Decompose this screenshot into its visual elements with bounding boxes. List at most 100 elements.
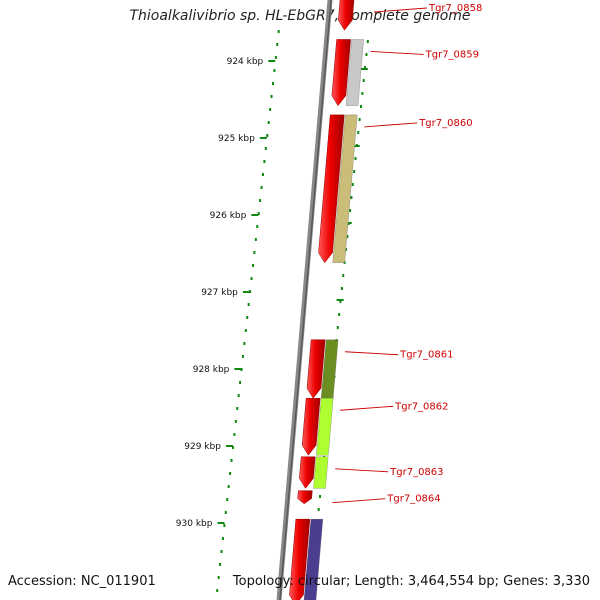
outer-dot xyxy=(362,79,365,82)
ruler-dot xyxy=(264,147,267,150)
ruler-dot xyxy=(266,134,269,137)
cog-box[interactable] xyxy=(303,519,324,600)
outer-dot xyxy=(364,66,367,69)
ruler-dot xyxy=(233,433,236,436)
outer-dot xyxy=(359,105,362,108)
ruler-dot xyxy=(230,459,233,462)
ruler-tick xyxy=(259,137,267,139)
outer-tick xyxy=(352,145,360,147)
ruler-dot xyxy=(276,43,279,46)
ruler-dot xyxy=(261,173,264,176)
ruler-tick xyxy=(268,60,276,62)
outer-dot xyxy=(350,196,353,199)
cds-arrow[interactable] xyxy=(301,398,321,456)
ruler-tick-label: 925 kbp xyxy=(218,134,255,144)
ruler-tick-label: 926 kbp xyxy=(210,211,247,221)
ruler-tick-label: 927 kbp xyxy=(201,288,238,298)
ruler-dots xyxy=(216,30,369,592)
gene-label[interactable]: Tgr7_0860 xyxy=(418,118,472,129)
outer-dot xyxy=(344,248,347,251)
ruler-dot xyxy=(223,524,226,527)
ruler-dot xyxy=(269,108,272,111)
outer-dot xyxy=(336,326,339,329)
ruler-dot xyxy=(273,69,276,72)
ruler-dot xyxy=(217,576,220,579)
gene-label[interactable]: Tgr7_0858 xyxy=(428,3,482,14)
ruler-dot xyxy=(260,186,263,189)
outer-dot xyxy=(338,313,341,316)
gene-label[interactable]: Tgr7_0862 xyxy=(394,401,448,412)
ruler-dot xyxy=(259,199,262,202)
accession-text: Accession: NC_011901 xyxy=(8,574,156,589)
ruler-dot xyxy=(234,420,237,423)
cog-box[interactable] xyxy=(332,114,358,263)
cds-track xyxy=(289,0,355,600)
label-leader-line xyxy=(373,7,428,13)
cds-arrow[interactable] xyxy=(299,456,316,489)
label-leader-line xyxy=(370,50,424,55)
cog-box[interactable] xyxy=(316,398,334,456)
outer-dot xyxy=(354,157,357,160)
cds-arrow[interactable] xyxy=(289,518,311,600)
ruler-dot xyxy=(253,251,256,254)
ruler-dot xyxy=(243,342,246,345)
gene-label[interactable]: Tgr7_0863 xyxy=(389,467,443,478)
outer-dot xyxy=(342,274,345,277)
ruler-dot xyxy=(224,511,227,514)
ruler-tick xyxy=(217,522,225,524)
gene-labels: Tgr7_0858 Tgr7_0859 Tgr7_0860 Tgr7_0861 Tgr7… xyxy=(332,3,482,505)
kbp-ruler: 924 kbp 925 kbp 926 kbp 927 kbp 928 kbp 929 k… xyxy=(176,57,276,529)
label-leader-line xyxy=(340,405,394,411)
cds-arrow[interactable] xyxy=(306,339,326,399)
ruler-dot xyxy=(251,264,254,267)
outer-dot xyxy=(339,300,342,303)
ruler-tick xyxy=(234,368,242,370)
outer-dot xyxy=(351,183,354,186)
ruler-tick-label: 928 kbp xyxy=(193,365,230,375)
ruler-tick xyxy=(242,291,250,293)
ruler-dot xyxy=(263,160,266,163)
cog-box[interactable] xyxy=(313,456,329,489)
genome-backbone xyxy=(276,0,333,600)
ruler-dot xyxy=(247,303,250,306)
outer-dot xyxy=(346,235,349,238)
outer-dot xyxy=(353,170,356,173)
ruler-tick-label: 930 kbp xyxy=(176,519,213,529)
gene-label[interactable]: Tgr7_0861 xyxy=(399,350,453,361)
outer-dot xyxy=(358,118,361,121)
ruler-dot xyxy=(271,82,274,85)
ruler-dot xyxy=(221,537,224,540)
cds-arrow[interactable] xyxy=(331,39,351,107)
backbone-shadow xyxy=(279,0,332,600)
label-leader-line xyxy=(335,468,389,473)
ruler-tick-label: 924 kbp xyxy=(227,57,264,67)
cds-arrow[interactable] xyxy=(338,0,355,31)
cds-arrow[interactable] xyxy=(318,114,345,264)
outer-dot xyxy=(357,131,360,134)
ruler-dot xyxy=(231,446,234,449)
ruler-dot xyxy=(239,381,242,384)
ruler-tick xyxy=(225,445,233,447)
cog-track xyxy=(303,39,364,600)
cog-box[interactable] xyxy=(345,39,364,106)
cds-arrow[interactable] xyxy=(297,490,313,505)
gene-label[interactable]: Tgr7_0864 xyxy=(386,494,440,505)
ruler-dot xyxy=(249,290,252,293)
ruler-dot xyxy=(216,589,219,592)
ruler-dot xyxy=(274,56,277,59)
outer-dot xyxy=(319,495,322,498)
label-leader-line xyxy=(364,122,418,128)
ruler-dot xyxy=(244,329,247,332)
ruler-dot xyxy=(219,563,222,566)
ruler-dot xyxy=(226,498,229,501)
label-leader-line xyxy=(332,498,386,504)
map-title: Thioalkalivibrio sp. HL-EbGR7, complete … xyxy=(129,8,471,24)
ruler-dot xyxy=(257,212,260,215)
ruler-tick-label: 929 kbp xyxy=(184,442,221,452)
ruler-dot xyxy=(256,225,259,228)
gene-label[interactable]: Tgr7_0859 xyxy=(425,49,479,60)
ruler-dot xyxy=(250,277,253,280)
outer-dot xyxy=(349,209,352,212)
ruler-dot xyxy=(240,368,243,371)
